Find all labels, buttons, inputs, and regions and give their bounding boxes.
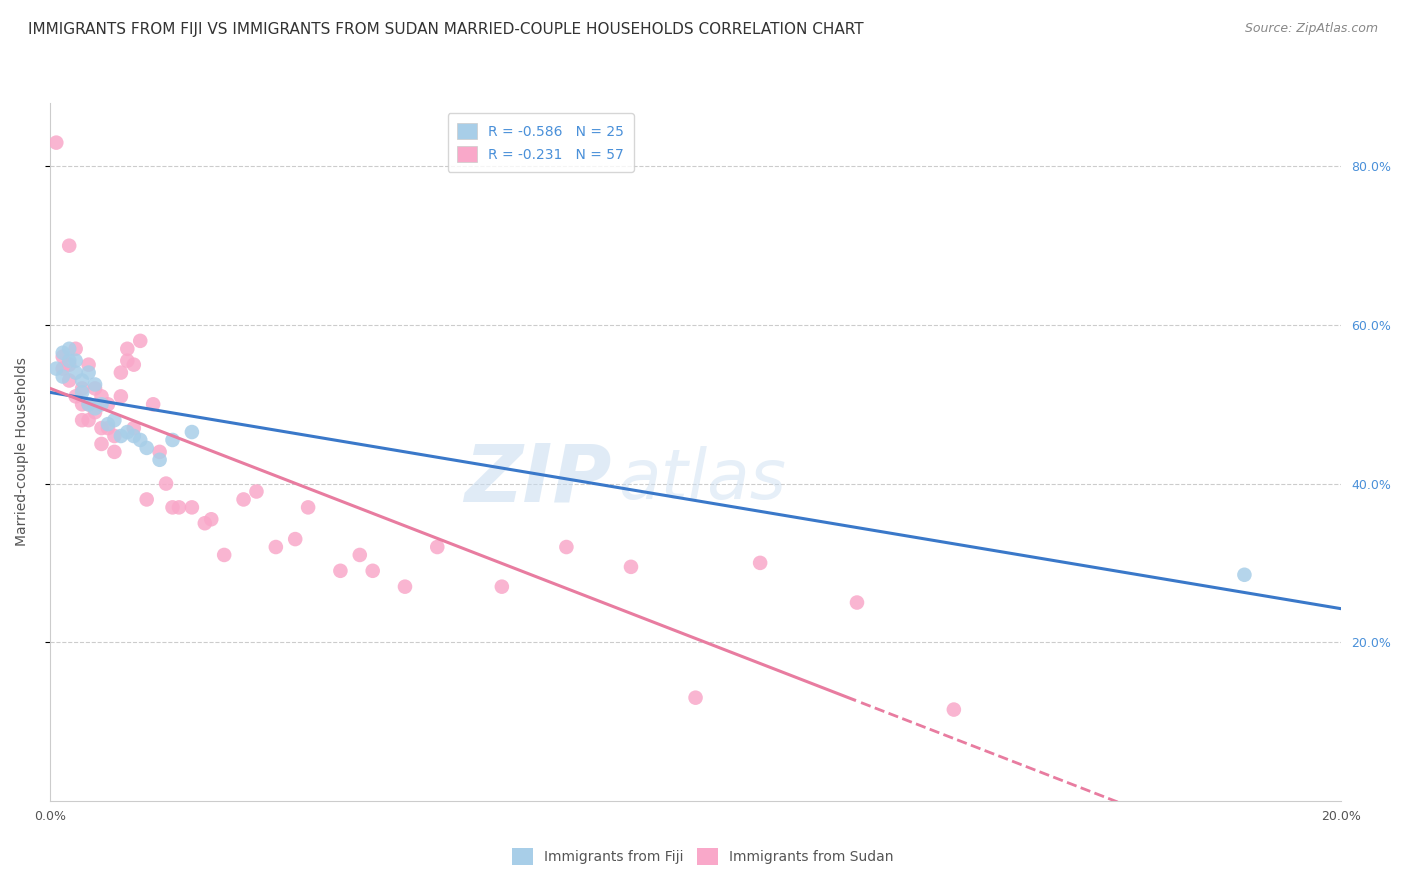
Point bbox=[103, 429, 125, 443]
Point bbox=[245, 484, 267, 499]
Point bbox=[122, 421, 145, 435]
Point bbox=[65, 342, 87, 356]
Y-axis label: Married-couple Households: Married-couple Households bbox=[15, 358, 30, 546]
Point bbox=[232, 492, 254, 507]
Point bbox=[77, 358, 100, 372]
Point bbox=[194, 516, 217, 531]
Text: ZIP: ZIP bbox=[464, 441, 612, 519]
Point bbox=[52, 369, 75, 384]
Point bbox=[52, 345, 75, 359]
Point bbox=[103, 413, 125, 427]
Point bbox=[90, 437, 112, 451]
Point bbox=[84, 377, 107, 392]
Point bbox=[110, 389, 132, 403]
Point bbox=[90, 389, 112, 403]
Point bbox=[685, 690, 707, 705]
Point bbox=[77, 366, 100, 380]
Point bbox=[58, 342, 80, 356]
Point bbox=[97, 397, 120, 411]
Point bbox=[45, 136, 67, 150]
Point bbox=[426, 540, 449, 554]
Point bbox=[65, 353, 87, 368]
Point bbox=[117, 425, 139, 439]
Point bbox=[349, 548, 371, 562]
Text: atlas: atlas bbox=[619, 446, 786, 513]
Point bbox=[162, 433, 184, 447]
Point bbox=[117, 353, 139, 368]
Point bbox=[122, 358, 145, 372]
Point bbox=[70, 381, 93, 395]
Text: Source: ZipAtlas.com: Source: ZipAtlas.com bbox=[1244, 22, 1378, 36]
Point bbox=[103, 445, 125, 459]
Point bbox=[200, 512, 222, 526]
Point bbox=[70, 385, 93, 400]
Legend: Immigrants from Fiji, Immigrants from Sudan: Immigrants from Fiji, Immigrants from Su… bbox=[505, 841, 901, 871]
Point bbox=[180, 500, 202, 515]
Point bbox=[58, 238, 80, 252]
Point bbox=[77, 397, 100, 411]
Point bbox=[90, 397, 112, 411]
Point bbox=[149, 445, 172, 459]
Point bbox=[84, 405, 107, 419]
Point bbox=[135, 441, 157, 455]
Point bbox=[97, 417, 120, 431]
Point bbox=[212, 548, 235, 562]
Point bbox=[110, 366, 132, 380]
Point bbox=[749, 556, 772, 570]
Point bbox=[361, 564, 384, 578]
Point bbox=[52, 350, 75, 364]
Point bbox=[620, 559, 643, 574]
Point bbox=[70, 374, 93, 388]
Point bbox=[97, 421, 120, 435]
Point bbox=[264, 540, 287, 554]
Point bbox=[77, 397, 100, 411]
Point bbox=[52, 361, 75, 376]
Legend: R = -0.586   N = 25, R = -0.231   N = 57: R = -0.586 N = 25, R = -0.231 N = 57 bbox=[447, 113, 634, 172]
Point bbox=[90, 421, 112, 435]
Point bbox=[65, 389, 87, 403]
Point bbox=[394, 580, 416, 594]
Point bbox=[84, 381, 107, 395]
Point bbox=[142, 397, 165, 411]
Point bbox=[58, 358, 80, 372]
Point bbox=[162, 500, 184, 515]
Point bbox=[329, 564, 352, 578]
Point bbox=[70, 397, 93, 411]
Point bbox=[129, 433, 152, 447]
Point bbox=[110, 429, 132, 443]
Point bbox=[491, 580, 513, 594]
Point bbox=[129, 334, 152, 348]
Point bbox=[555, 540, 578, 554]
Point bbox=[65, 366, 87, 380]
Text: IMMIGRANTS FROM FIJI VS IMMIGRANTS FROM SUDAN MARRIED-COUPLE HOUSEHOLDS CORRELAT: IMMIGRANTS FROM FIJI VS IMMIGRANTS FROM … bbox=[28, 22, 863, 37]
Point bbox=[122, 429, 145, 443]
Point bbox=[155, 476, 177, 491]
Point bbox=[297, 500, 319, 515]
Point bbox=[58, 374, 80, 388]
Point bbox=[135, 492, 157, 507]
Point bbox=[58, 353, 80, 368]
Point bbox=[942, 702, 965, 716]
Point bbox=[117, 342, 139, 356]
Point bbox=[84, 401, 107, 416]
Point bbox=[284, 532, 307, 546]
Point bbox=[180, 425, 202, 439]
Point bbox=[77, 413, 100, 427]
Point bbox=[149, 452, 172, 467]
Point bbox=[167, 500, 190, 515]
Point bbox=[846, 595, 869, 609]
Point bbox=[70, 413, 93, 427]
Point bbox=[45, 361, 67, 376]
Point bbox=[1233, 567, 1256, 582]
